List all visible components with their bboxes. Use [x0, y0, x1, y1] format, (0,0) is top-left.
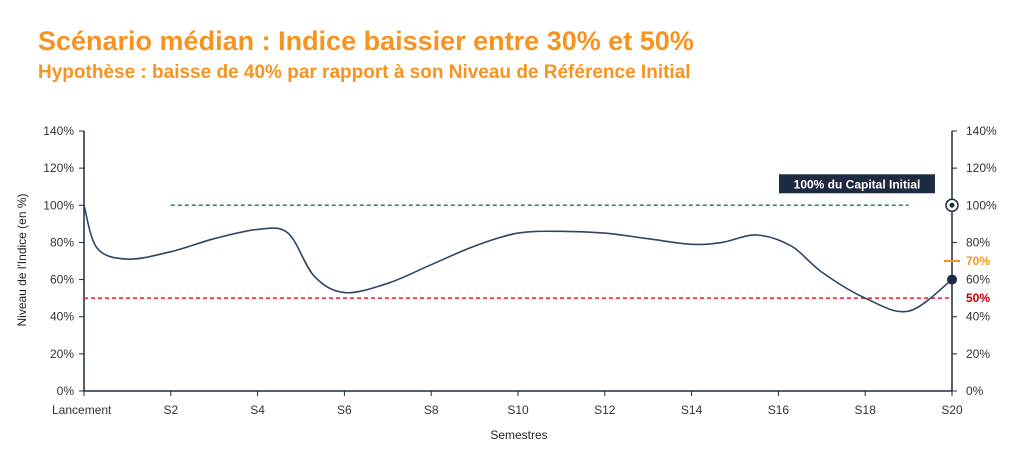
right-y-tick-label: 120%: [966, 161, 997, 175]
barrier-label: 50%: [966, 291, 990, 305]
right-y-tick-label: 80%: [966, 235, 990, 249]
x-tick-label: S10: [507, 403, 529, 417]
x-axis-title: Semestres: [490, 428, 547, 442]
x-tick-label: S16: [768, 403, 790, 417]
coupon-threshold-label: 70%: [966, 254, 990, 268]
x-tick-label: S6: [337, 403, 352, 417]
x-tick-label: S14: [681, 403, 703, 417]
final-value-point: [947, 274, 957, 285]
x-tick-label: Lancement: [52, 403, 112, 417]
x-tick-label: S2: [163, 403, 178, 417]
capital-label-text: 100% du Capital Initial: [794, 177, 921, 191]
right-y-tick-label: 100%: [966, 198, 997, 212]
x-tick-label: S20: [941, 403, 963, 417]
left-y-tick-label: 100%: [43, 198, 74, 212]
x-tick-label: S8: [424, 403, 439, 417]
index-series-line: [83, 205, 953, 313]
right-y-tick-label: 40%: [966, 310, 990, 324]
chart-title: Scénario médian : Indice baissier entre …: [38, 26, 694, 56]
right-y-tick-label: 140%: [966, 124, 997, 138]
x-tick-label: S12: [594, 403, 616, 417]
right-y-tick-label: 60%: [966, 273, 990, 287]
right-y-tick-label: 0%: [966, 384, 984, 398]
chart-subtitle: Hypothèse : baisse de 40% par rapport à …: [38, 62, 691, 83]
right-y-tick-label: 20%: [966, 347, 990, 361]
left-y-tick-label: 0%: [57, 384, 75, 398]
left-y-tick-label: 140%: [43, 124, 74, 138]
x-tick-label: S18: [855, 403, 877, 417]
capital-label-box: [779, 174, 935, 194]
left-y-tick-label: 80%: [50, 235, 74, 249]
left-y-tick-label: 120%: [43, 161, 74, 175]
left-y-tick-label: 60%: [50, 273, 74, 287]
x-tick-label: S4: [250, 403, 265, 417]
y-axis-title: Niveau de l'Indice (en %): [15, 193, 29, 326]
capital-marker-dot: [949, 202, 955, 208]
left-y-tick-label: 20%: [50, 347, 74, 361]
left-y-tick-label: 40%: [50, 310, 74, 324]
